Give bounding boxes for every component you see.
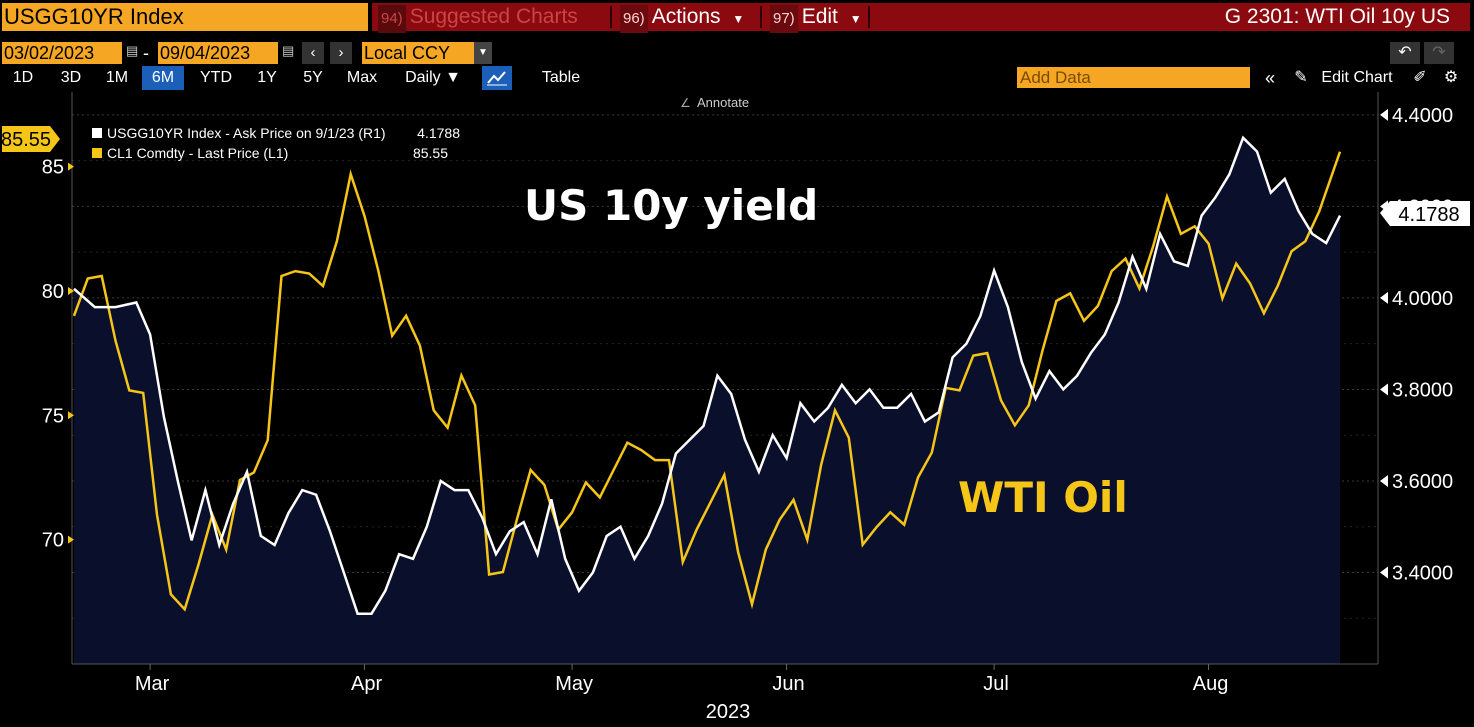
- period-3d-button[interactable]: 3D: [60, 69, 82, 86]
- period-1d-button[interactable]: 1D: [12, 69, 34, 86]
- left-tick-label: 85: [42, 157, 64, 179]
- x-tick-label: Jul: [983, 673, 1009, 695]
- divider: [868, 6, 870, 28]
- legend-yield-label: USGG10YR Index - Ask Price on 9/1/23 (R1…: [107, 125, 386, 141]
- left-tick-mark: [68, 286, 74, 295]
- left-axis-ticks: 85 80 75 70: [42, 157, 74, 552]
- currency-select[interactable]: Local CCY: [362, 42, 474, 64]
- yield-line: [73, 135, 1342, 615]
- suggested-charts-number: 94): [378, 5, 406, 33]
- actions-label: Actions: [651, 5, 721, 28]
- right-tick-label: 4.0000: [1392, 288, 1453, 310]
- x-axis-ticks: Mar Apr May Jun Jul Aug: [135, 664, 1228, 695]
- oil-last-value: 85.55: [1, 129, 51, 151]
- left-tick-mark: [68, 162, 74, 171]
- suggested-charts-menu[interactable]: 94) Suggested Charts: [378, 3, 578, 33]
- x-axis-year-label: 2023: [706, 701, 751, 723]
- gear-icon[interactable]: ⚙: [1443, 69, 1459, 86]
- yield-area-fill: [74, 137, 1340, 665]
- right-tick-label: 4.4000: [1392, 105, 1453, 127]
- calendar-icon[interactable]: ▤: [126, 43, 139, 58]
- right-tick-mark: [1380, 291, 1388, 304]
- ticker-field[interactable]: USGG10YR Index: [2, 3, 368, 31]
- edit-number: 97): [770, 5, 798, 33]
- edit-chart-button[interactable]: Edit Chart: [1321, 69, 1393, 86]
- oil-last-value-pointer: [50, 126, 60, 152]
- annotate-button[interactable]: Annotate: [697, 95, 749, 110]
- right-tick-label: 3.6000: [1392, 471, 1453, 493]
- table-view-button[interactable]: Table: [541, 69, 581, 86]
- period-1y-button[interactable]: 1Y: [257, 69, 277, 86]
- period-5y-button[interactable]: 5Y: [303, 69, 323, 86]
- left-tick-label: 80: [42, 281, 64, 303]
- command-bar: 94) Suggested Charts 96) Actions ▼ 97) Edit…: [372, 3, 1470, 33]
- right-tick-mark: [1380, 566, 1388, 579]
- period-max-button[interactable]: Max: [346, 69, 378, 86]
- period-ytd-button[interactable]: YTD: [200, 69, 232, 86]
- oil-last-value-tag: [2, 126, 50, 152]
- x-tick-label: Aug: [1193, 673, 1229, 695]
- redo-icon[interactable]: ↷: [1424, 42, 1454, 64]
- prev-range-button[interactable]: ‹: [302, 42, 324, 64]
- legend-yield-swatch: [92, 128, 102, 138]
- suggested-charts-label: Suggested Charts: [409, 5, 578, 28]
- period-1m-button[interactable]: 1M: [105, 69, 129, 86]
- right-tick-mark: [1380, 108, 1388, 121]
- chevron-down-icon[interactable]: ▼: [474, 42, 492, 64]
- collapse-icon[interactable]: «: [1264, 68, 1275, 88]
- calendar-icon[interactable]: ▤: [282, 43, 295, 58]
- actions-dropdown-icon: ▼: [732, 12, 745, 26]
- yield-annotation: US 10y yield: [524, 181, 818, 230]
- right-tick-label: 3.8000: [1392, 379, 1453, 401]
- date-range-bar: 03/02/2023 ▤ - 09/04/2023 ▤ ‹ › Local CC…: [0, 40, 1474, 64]
- right-tick-mark: [1380, 474, 1388, 487]
- legend-oil-value: 85.55: [413, 145, 448, 161]
- pencil-icon[interactable]: ✎: [1294, 69, 1308, 86]
- edit-label: Edit: [801, 5, 838, 28]
- edit-menu[interactable]: 97) Edit ▼: [770, 3, 862, 33]
- undo-icon[interactable]: ↶: [1390, 42, 1420, 64]
- x-tick-label: May: [555, 673, 593, 695]
- oil-annotation: WTI Oil: [958, 473, 1128, 522]
- yield-last-value: 4.1788: [1398, 204, 1459, 226]
- x-tick-label: Jun: [772, 673, 804, 695]
- line-chart-icon[interactable]: [482, 66, 512, 90]
- edit-settings-icon[interactable]: ✐: [1413, 69, 1427, 86]
- x-tick-label: Apr: [351, 673, 382, 695]
- legend-oil-swatch: [92, 148, 102, 158]
- chart-title: G 2301: WTI Oil 10y US: [1224, 5, 1450, 28]
- period-6m-button[interactable]: 6M: [142, 66, 184, 90]
- legend-oil-label: CL1 Comdty - Last Price (L1): [107, 145, 288, 161]
- yield-last-value-tag: [1380, 201, 1470, 226]
- next-range-button[interactable]: ›: [330, 42, 352, 64]
- edit-dropdown-icon: ▼: [849, 12, 862, 26]
- right-tick-mark: [1380, 383, 1388, 396]
- header-bar: USGG10YR Index 94) Suggested Charts 96) Ac…: [0, 0, 1474, 34]
- right-tick-label: 3.4000: [1392, 562, 1453, 584]
- oil-line: [72, 151, 1342, 612]
- divider: [760, 6, 762, 28]
- left-tick-mark: [68, 535, 74, 544]
- date-separator: -: [143, 43, 149, 63]
- end-date-input[interactable]: 09/04/2023: [158, 42, 278, 64]
- left-tick-label: 70: [42, 530, 64, 552]
- period-bar: 1D 3D 1M 6M YTD 1Y 5Y Max Daily ▼ Table …: [0, 66, 1474, 90]
- start-date-input[interactable]: 03/02/2023: [2, 42, 122, 64]
- actions-menu[interactable]: 96) Actions ▼: [620, 3, 745, 33]
- add-data-input[interactable]: Add Data: [1017, 67, 1250, 88]
- legend-yield-value: 4.1788: [417, 125, 460, 141]
- annotate-pencil-icon[interactable]: ∠: [680, 96, 691, 110]
- left-tick-label: 75: [42, 405, 64, 427]
- x-tick-label: Mar: [135, 673, 170, 695]
- frequency-select[interactable]: Daily ▼: [405, 69, 461, 86]
- divider: [610, 6, 612, 28]
- left-tick-mark: [68, 411, 74, 420]
- actions-number: 96): [620, 5, 648, 33]
